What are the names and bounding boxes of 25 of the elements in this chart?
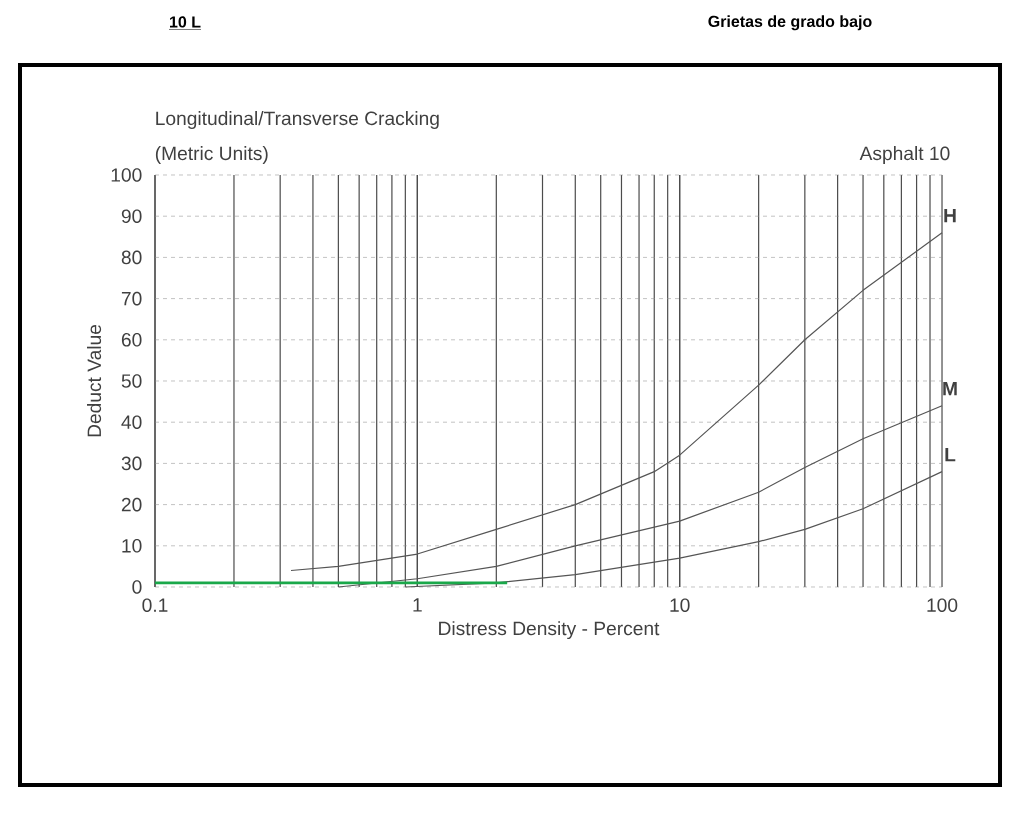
x-tick-label: 1: [413, 598, 422, 612]
chart-title: Longitudinal/Transverse Cracking: [156, 111, 439, 129]
x-tick-label: 100: [927, 598, 958, 612]
y-axis-title: Deduct Value: [87, 324, 102, 437]
x-tick-label: 10: [670, 598, 690, 612]
series-label: H: [944, 209, 956, 223]
series-label: L: [945, 448, 956, 462]
y-tick-label: 10: [122, 539, 142, 553]
y-tick-label: 50: [121, 374, 142, 388]
text: 10 L: [170, 16, 201, 28]
x-axis-title: Distress Density - Percent: [439, 621, 660, 640]
chart-subtitle: (Metric Units): [155, 146, 268, 164]
y-tick-label: 0: [132, 580, 142, 594]
y-tick-label: 70: [121, 291, 142, 306]
text: Grietas de grado bajo: [708, 15, 872, 31]
x-tick-label: 0.1: [142, 598, 168, 612]
series-label: M: [943, 382, 957, 396]
y-tick-label: 60: [121, 333, 142, 347]
y-tick-label: 30: [121, 456, 142, 471]
y-tick-label: 20: [121, 497, 142, 512]
y-tick-label: 90: [121, 209, 142, 223]
y-tick-label: 40: [121, 415, 142, 429]
text: Asphalt 10: [859, 146, 950, 164]
y-tick-label: 80: [121, 250, 142, 265]
y-tick-label: 100: [111, 168, 142, 182]
